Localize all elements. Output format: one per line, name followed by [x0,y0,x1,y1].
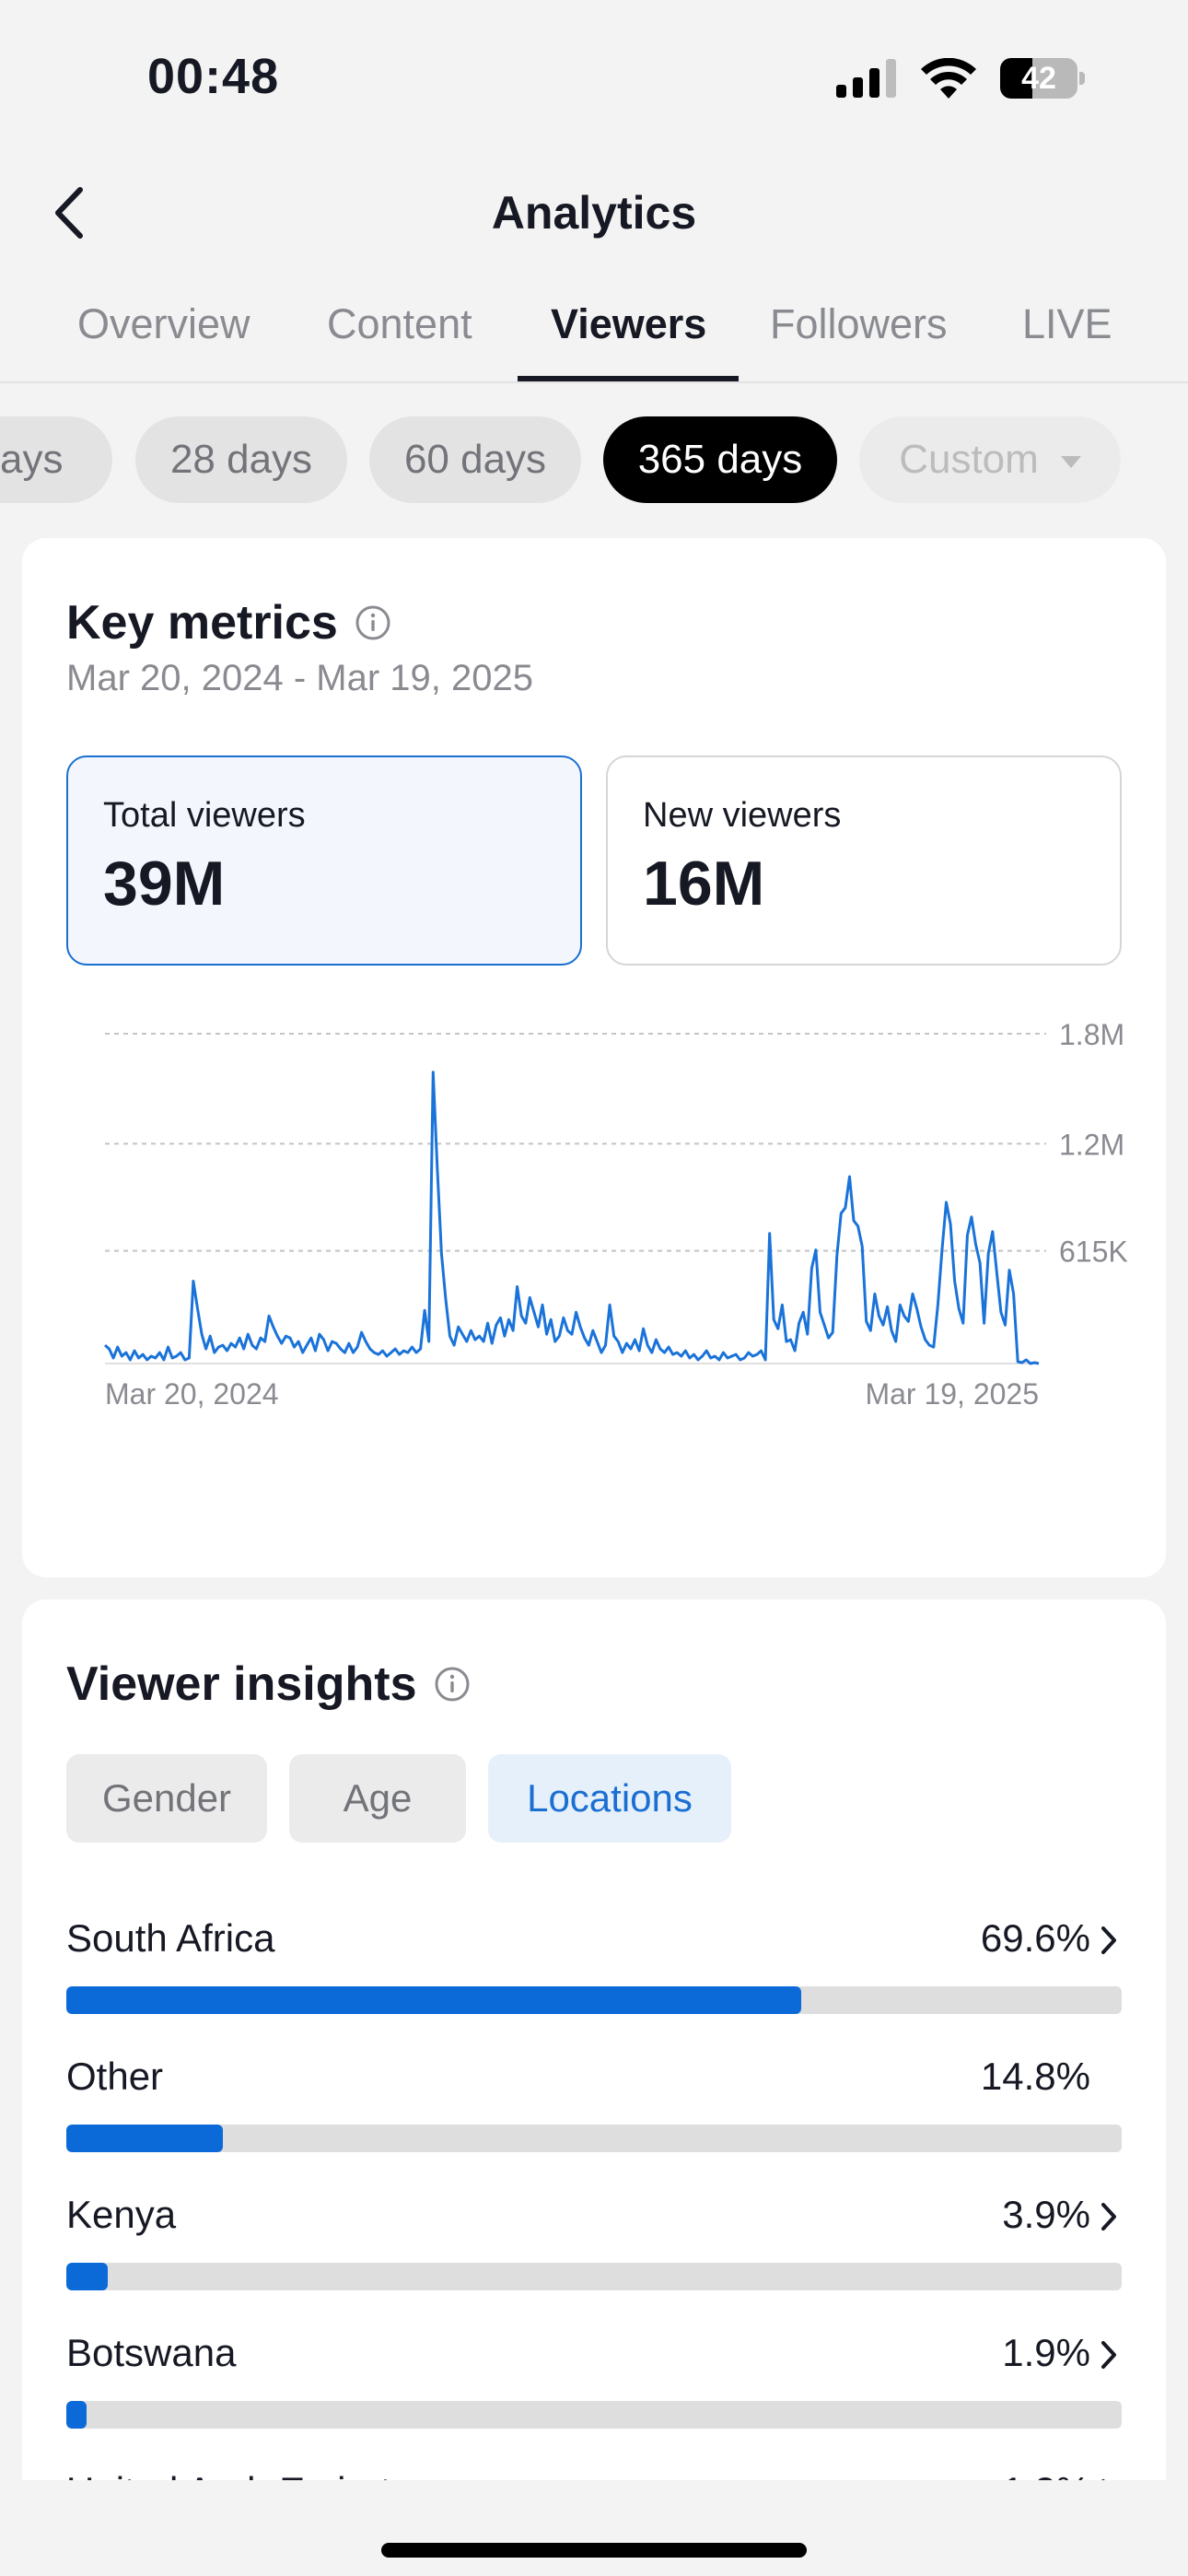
series-line [104,1071,1040,1365]
info-icon[interactable] [434,1666,471,1703]
metric-value: 16M [643,849,765,919]
location-name: Kenya [66,2193,177,2236]
tab-viewers[interactable]: Viewers [551,300,707,347]
tab-followers[interactable]: Followers [770,300,948,347]
location-row[interactable]: Kenya 3.9% [66,2193,1122,2331]
chevron-right-icon [1101,1926,1116,1954]
key-metrics-title: Key metrics [66,596,338,650]
insight-tab-gender[interactable]: Gender [66,1754,267,1843]
y-tick-label: 1.8M [1059,1018,1124,1051]
x-tick-label-end: Mar 19, 2025 [865,1377,1039,1411]
location-bar-fill [66,2125,223,2152]
insight-tab-age[interactable]: Age [289,1754,466,1843]
location-percent: 1.9% [1002,2331,1090,2374]
location-name: South Africa [66,1916,275,1960]
location-name: Other [66,2055,164,2098]
bottom-safe-area [0,2480,1188,2576]
location-bar-track [66,2125,1122,2152]
signal-icon [836,59,896,98]
range-pill-60-days[interactable]: 60 days [369,416,581,503]
chevron-right-icon [1101,2203,1116,2231]
insight-tab-locations[interactable]: Locations [488,1754,731,1843]
location-bar-track [66,1986,1122,2014]
caret-down-icon [1060,455,1081,468]
active-tab-indicator [518,376,739,381]
location-percent: 14.8% [980,2055,1090,2098]
range-pill-custom-label: Custom [899,437,1039,482]
tab-content[interactable]: Content [327,300,472,347]
wifi-icon [921,58,976,99]
y-tick-label: 1.2M [1059,1128,1124,1161]
range-pill-custom[interactable]: Custom [859,416,1121,503]
battery-level-label: 42 [1021,61,1056,96]
location-bar-fill [66,1986,801,2014]
range-pill-label: ays [0,437,64,482]
tab-overview[interactable]: Overview [77,300,250,347]
location-bar-fill [66,2263,108,2290]
range-pill-365-days[interactable]: 365 days [603,416,837,503]
metric-value: 39M [103,849,226,919]
location-percent: 3.9% [1002,2193,1090,2236]
location-bar-fill [66,2401,87,2429]
metric-tile-new-viewers[interactable]: New viewers 16M [606,755,1122,966]
tab-live[interactable]: LIVE [1022,300,1112,347]
location-bar-track [66,2401,1122,2429]
location-name: Botswana [66,2331,237,2374]
y-tick-label: 615K [1059,1235,1128,1269]
status-icons: 42 [836,57,1085,100]
nav-bar: Analytics [0,166,1188,258]
location-percent: 69.6% [980,1916,1090,1960]
viewer-insights-header: Viewer insights [66,1657,471,1712]
location-row[interactable]: South Africa 69.6% [66,1916,1122,2055]
viewer-insights-card: Viewer insights Gender Age Locations Sou… [22,1599,1166,2567]
location-bar-track [66,2263,1122,2290]
chevron-right-icon [1101,2341,1116,2369]
analytics-tabs: Overview Content Viewers Followers LIVE [0,287,1188,383]
location-row[interactable]: Botswana 1.9% [66,2331,1122,2469]
range-pill-7-days[interactable]: ays [0,416,112,503]
back-button[interactable] [37,181,101,245]
info-icon[interactable] [355,604,391,641]
x-tick-label-start: Mar 20, 2024 [105,1377,279,1411]
status-bar: 00:48 42 [0,0,1188,157]
status-time: 00:48 [147,49,280,104]
key-metrics-date-range: Mar 20, 2024 - Mar 19, 2025 [66,658,533,698]
range-pill-28-days[interactable]: 28 days [135,416,347,503]
key-metrics-header: Key metrics [66,595,391,650]
metric-label: Total viewers [103,796,306,835]
location-row: Other 14.8% [66,2055,1122,2193]
viewer-insights-title: Viewer insights [66,1657,417,1711]
battery-icon: 42 [1000,58,1085,99]
home-indicator [381,2543,807,2558]
date-range-selector: ays 28 days 60 days 365 days Custom [0,416,1188,505]
page-title: Analytics [491,187,697,239]
viewers-line-chart: 615K 1.2M 1.8M Mar 20, 2024 Mar 19, 2025 [104,1018,1128,1411]
metric-label: New viewers [643,796,842,835]
metric-tile-total-viewers[interactable]: Total viewers 39M [66,755,582,966]
key-metrics-card: Key metrics Mar 20, 2024 - Mar 19, 2025 … [22,538,1166,1577]
chevron-left-icon [55,187,83,239]
